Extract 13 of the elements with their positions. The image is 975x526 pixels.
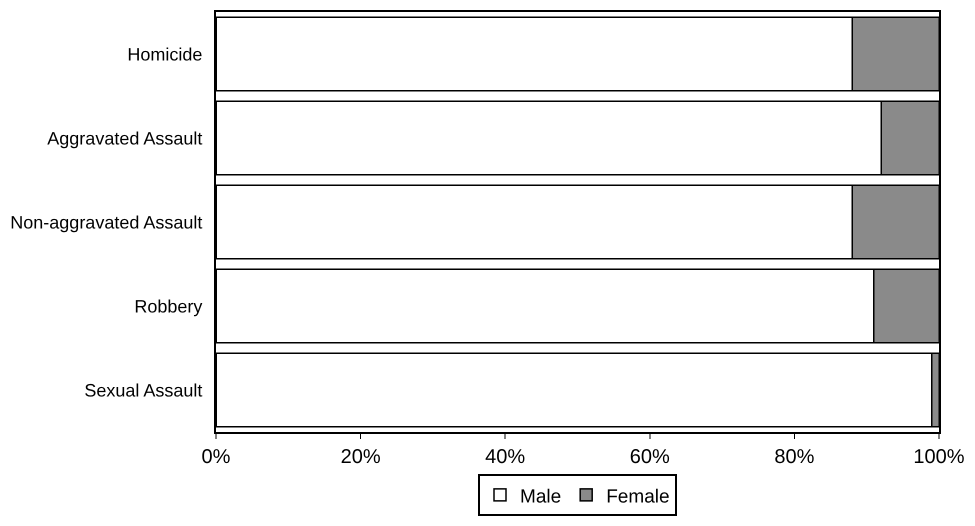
x-tick-label: 0% [202, 446, 231, 468]
x-tick-label: 40% [485, 446, 526, 468]
y-tick-label: Non-aggravated Assault [10, 212, 202, 232]
y-tick-label: Sexual Assault [84, 380, 202, 400]
legend-label: Male [520, 486, 562, 508]
y-tick-label: Homicide [127, 44, 202, 64]
legend-label: Female [606, 486, 670, 508]
x-tick-label: 80% [774, 446, 815, 468]
y-tick-label: Robbery [134, 296, 202, 316]
x-tick-label: 20% [340, 446, 381, 468]
x-tick-label: 100% [913, 446, 965, 468]
x-tick-label: 60% [630, 446, 670, 468]
y-tick-label: Aggravated Assault [47, 128, 202, 148]
